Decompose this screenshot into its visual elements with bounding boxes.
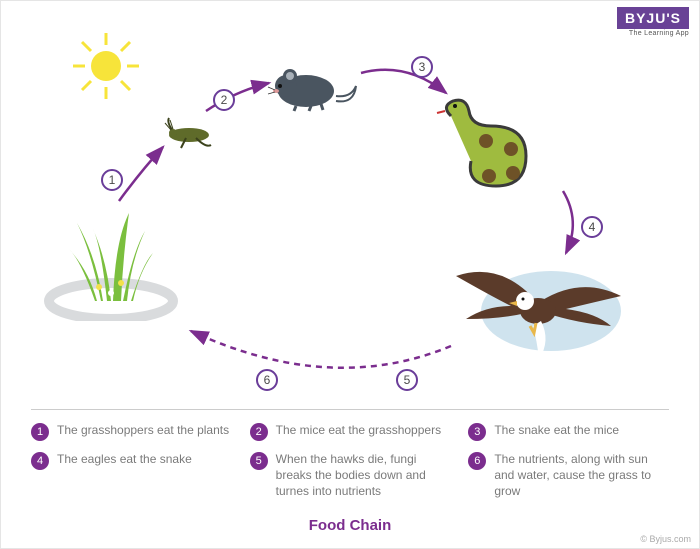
arrow-step-4: 4	[581, 216, 603, 238]
mouse-icon	[266, 56, 361, 121]
arrow-step-2: 2	[213, 89, 235, 111]
food-chain-diagram: BYJU'S The Learning App	[0, 0, 700, 549]
arrow-step-6: 6	[256, 369, 278, 391]
brand-logo: BYJU'S The Learning App	[617, 7, 689, 37]
legend-item-1: 1 The grasshoppers eat the plants	[31, 422, 232, 441]
legend-item-4: 4 The eagles eat the snake	[31, 451, 232, 500]
eagle-icon	[441, 241, 631, 376]
grasshopper-icon	[161, 113, 216, 158]
legend-item-3: 3 The snake eat the mice	[468, 422, 669, 441]
legend-text: The grasshoppers eat the plants	[57, 422, 229, 438]
brand-tagline: The Learning App	[617, 30, 689, 37]
diagram-title: Food Chain	[1, 517, 699, 534]
legend-text: The snake eat the mice	[494, 422, 619, 438]
legend-badge: 6	[468, 452, 486, 470]
legend-badge: 1	[31, 423, 49, 441]
arrow-step-1: 1	[101, 169, 123, 191]
sun-icon	[71, 31, 141, 106]
legend-item-2: 2 The mice eat the grasshoppers	[250, 422, 451, 441]
legend-text: The eagles eat the snake	[57, 451, 192, 467]
legend: 1 The grasshoppers eat the plants 2 The …	[31, 409, 669, 500]
legend-text: The nutrients, along with sun and water,…	[494, 451, 669, 500]
legend-badge: 5	[250, 452, 268, 470]
snake-icon	[431, 91, 571, 216]
legend-badge: 4	[31, 452, 49, 470]
legend-text: The mice eat the grasshoppers	[276, 422, 441, 438]
grass-icon	[41, 201, 181, 326]
legend-item-6: 6 The nutrients, along with sun and wate…	[468, 451, 669, 500]
arrow-step-5: 5	[396, 369, 418, 391]
arrow-step-3: 3	[411, 56, 433, 78]
brand-name: BYJU'S	[617, 7, 689, 29]
legend-badge: 2	[250, 423, 268, 441]
attribution: © Byjus.com	[640, 534, 691, 544]
legend-item-5: 5 When the hawks die, fungi breaks the b…	[250, 451, 451, 500]
legend-text: When the hawks die, fungi breaks the bod…	[276, 451, 451, 500]
legend-badge: 3	[468, 423, 486, 441]
